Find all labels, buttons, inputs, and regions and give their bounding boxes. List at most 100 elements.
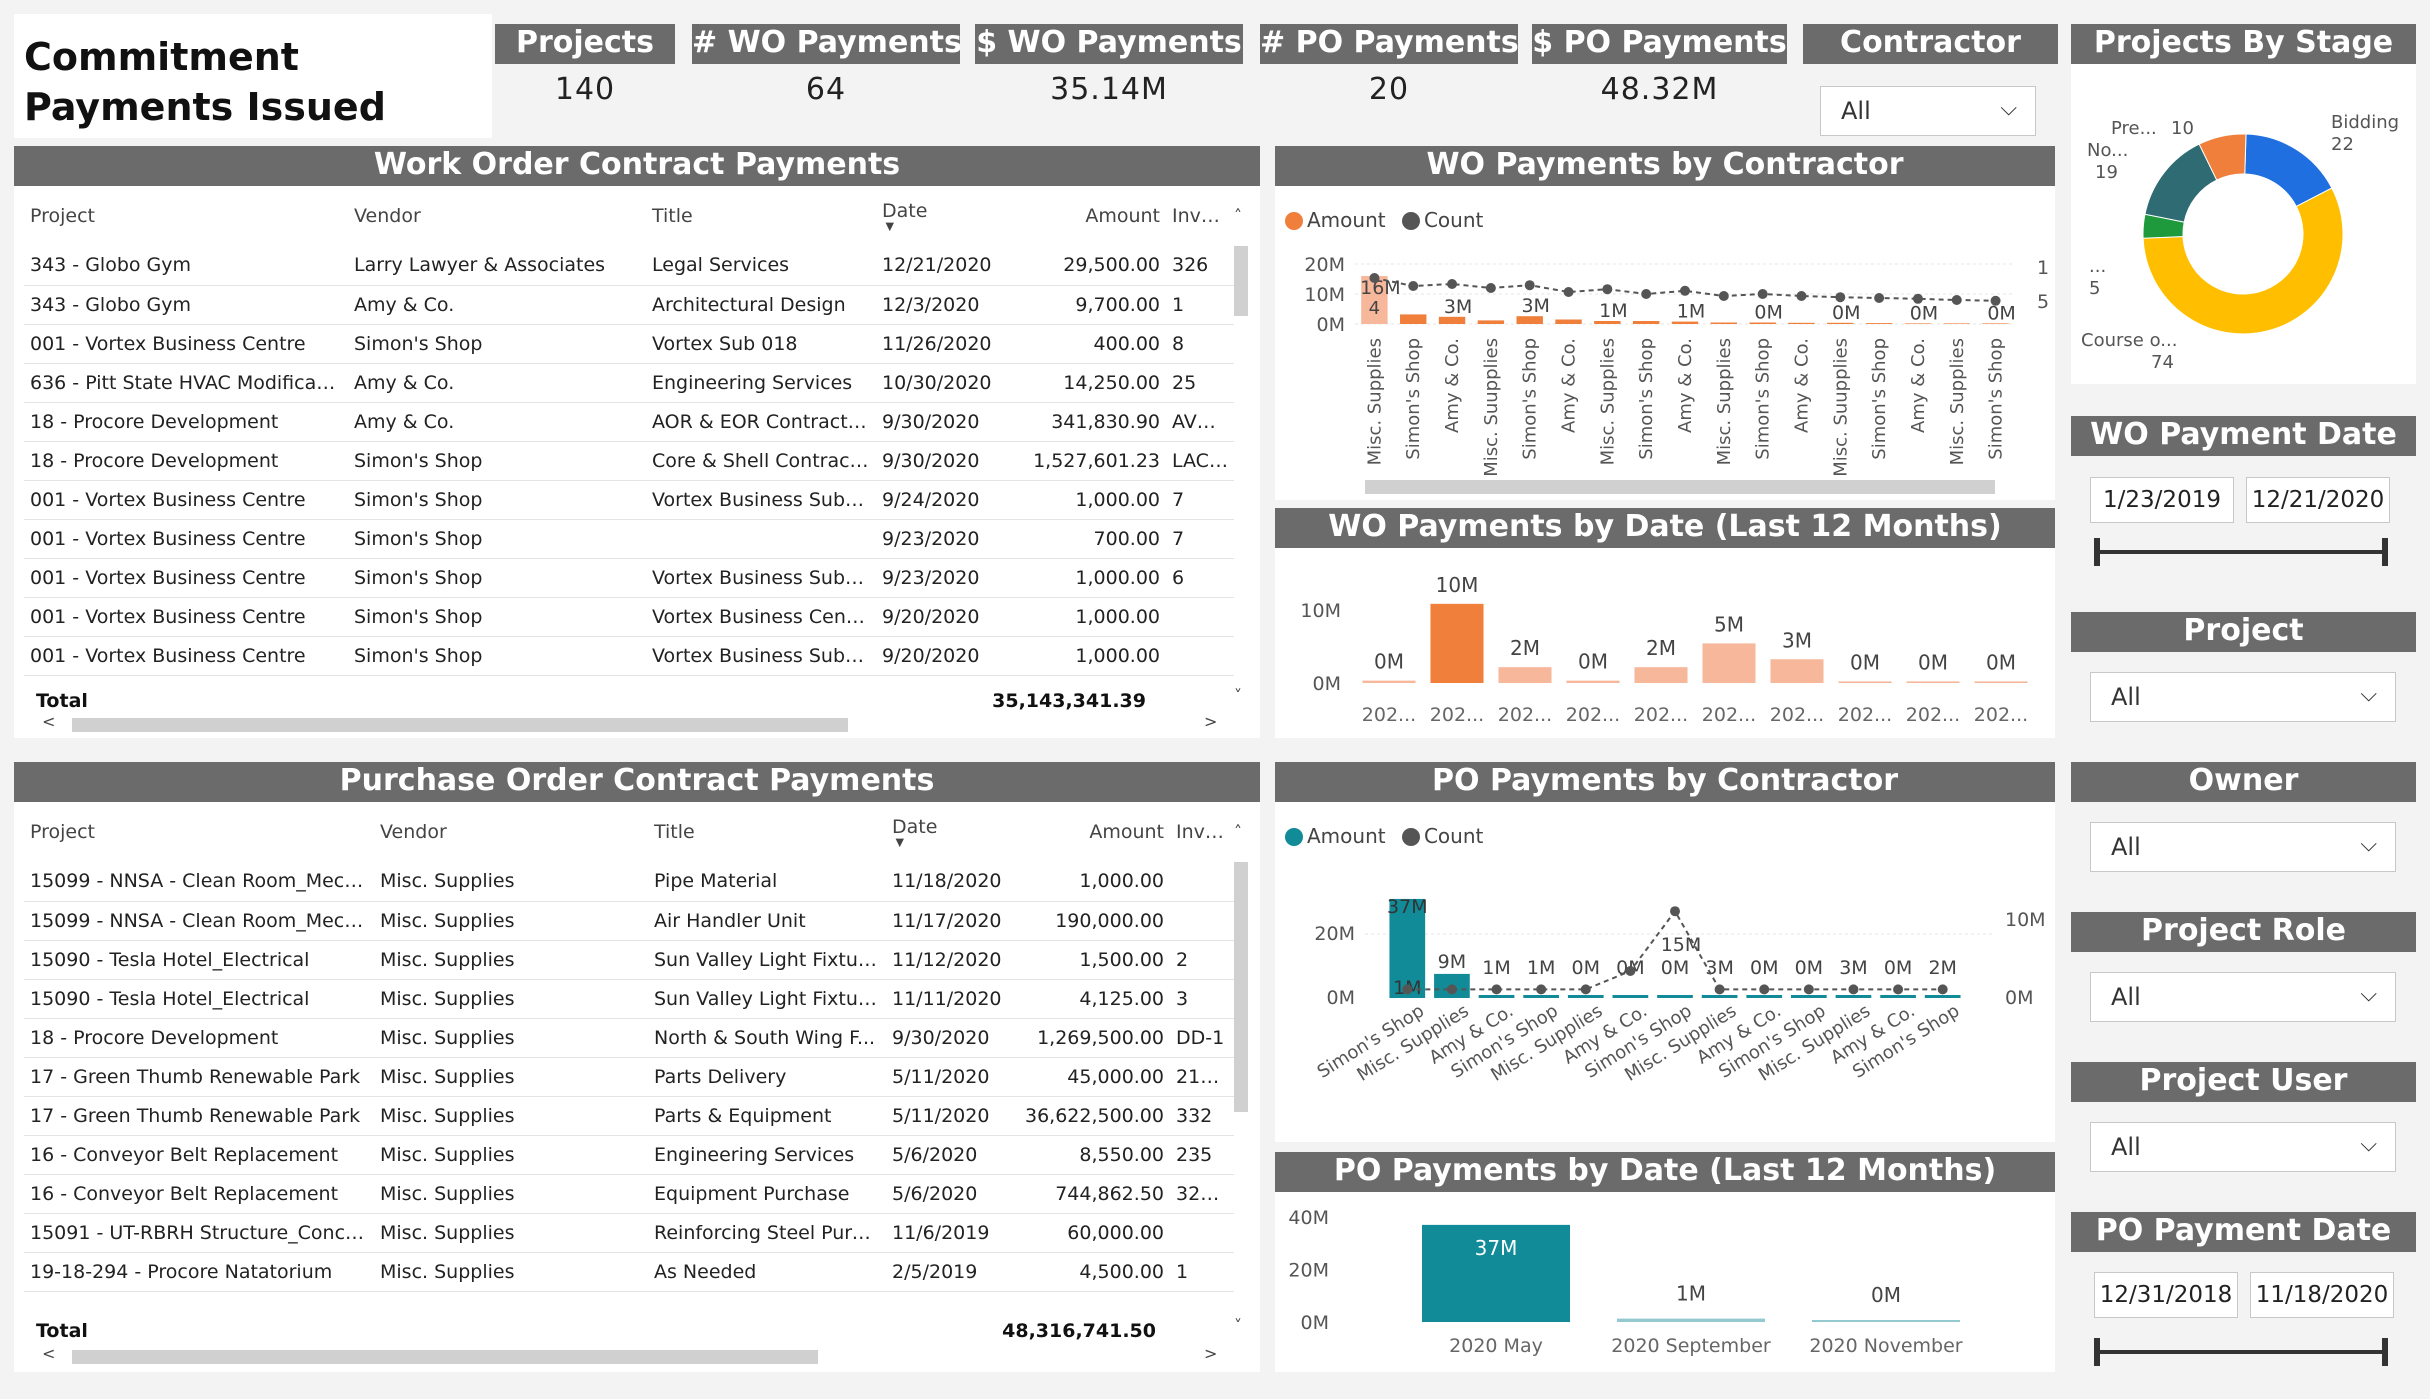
po-table-horizontal-scrollbar[interactable] xyxy=(72,1350,818,1364)
table-row[interactable]: 636 - Pitt State HVAC Modificati... Amy &… xyxy=(24,363,1234,403)
wo-date-slider[interactable] xyxy=(2094,538,2388,566)
table-row[interactable]: 15099 - NNSA - Clean Room_Mech... Misc. S… xyxy=(24,901,1234,941)
horizontal-scrollbar xyxy=(1365,480,1995,494)
wo-table-horizontal-scrollbar[interactable] xyxy=(72,718,848,732)
slice-value: 74 xyxy=(2151,352,2174,373)
date-bar xyxy=(1566,680,1620,683)
column-header-vendor[interactable]: Vendor xyxy=(348,186,646,246)
column-header-label: Date xyxy=(882,200,928,222)
x-tick-label: 202... xyxy=(1362,704,1416,726)
table-cell-project: 343 - Globo Gym xyxy=(24,285,348,325)
po-date-slider[interactable] xyxy=(2094,1338,2388,1366)
table-cell-date: 9/30/2020 xyxy=(876,441,1000,481)
x-tick-label: Simon's Shop xyxy=(1753,338,1774,460)
x-tick-label: Amy & Co. xyxy=(1442,338,1463,433)
bar-data-label: 5M xyxy=(1714,612,1744,636)
table-row[interactable]: 001 - Vortex Business Centre Simon's Shop… xyxy=(24,519,1234,559)
table-row[interactable]: 001 - Vortex Business Centre Simon's Shop… xyxy=(24,324,1234,364)
scroll-down-arrow-icon[interactable]: ˅ xyxy=(1234,686,1242,705)
table-cell-invoice: 7 xyxy=(1166,519,1234,559)
project-dropdown[interactable]: All ⌵ xyxy=(2090,672,2396,722)
po-table-vertical-scrollbar[interactable] xyxy=(1234,862,1248,1112)
table-row[interactable]: 18 - Procore Development Amy & Co. AOR & E… xyxy=(24,402,1234,442)
table-cell-date: 9/30/2020 xyxy=(886,1018,1010,1058)
table-row[interactable]: 343 - Globo Gym Amy & Co. Architectural De… xyxy=(24,285,1234,325)
table-cell-invoice: 326 xyxy=(1166,246,1234,286)
table-row[interactable]: 001 - Vortex Business Centre Simon's Shop… xyxy=(24,480,1234,520)
scroll-right-arrow-icon[interactable]: > xyxy=(1204,1344,1218,1363)
table-row[interactable]: 15090 - Tesla Hotel_Electrical Misc. Supp… xyxy=(24,940,1234,980)
column-header-amount[interactable]: Amount xyxy=(1010,802,1170,862)
table-cell-invoice: 6 xyxy=(1166,558,1234,598)
scroll-up-arrow-icon[interactable]: ˄ xyxy=(1234,822,1242,841)
table-row[interactable]: 16 - Conveyor Belt Replacement Misc. Supp… xyxy=(24,1135,1234,1175)
table-cell-title: Vortex Business Cente... xyxy=(646,597,876,637)
date-bar xyxy=(1362,680,1416,683)
column-header-date[interactable]: Date ▲ xyxy=(886,802,1010,862)
scroll-down-arrow-icon[interactable]: ˅ xyxy=(1234,1316,1242,1335)
contractor-dropdown-value: All xyxy=(1841,97,1871,125)
table-row[interactable]: 18 - Procore Development Misc. Supplies No… xyxy=(24,1018,1234,1058)
column-header-date[interactable]: Date ▲ xyxy=(876,186,1000,246)
project-user-filter-label: Project User xyxy=(2071,1062,2416,1102)
table-row[interactable]: 001 - Vortex Business Centre Simon's Shop… xyxy=(24,558,1234,598)
column-header-title[interactable]: Title xyxy=(646,186,876,246)
bar-data-label: 2M xyxy=(1646,636,1676,660)
date-bar xyxy=(1906,681,1960,683)
table-cell-project: 001 - Vortex Business Centre xyxy=(24,519,348,559)
project-role-dropdown[interactable]: All ⌵ xyxy=(2090,972,2396,1022)
column-header-amount[interactable]: Amount xyxy=(1000,186,1166,246)
amount-bar xyxy=(1389,898,1426,998)
bar-data-label: 0M xyxy=(1374,650,1404,674)
table-row[interactable]: 17 - Green Thumb Renewable Park Misc. Sup… xyxy=(24,1057,1234,1097)
chevron-down-icon: ⌵ xyxy=(2000,96,2017,121)
table-row[interactable]: 15090 - Tesla Hotel_Electrical Misc. Supp… xyxy=(24,979,1234,1019)
owner-dropdown[interactable]: All ⌵ xyxy=(2090,822,2396,872)
wo-date-slider-end-handle[interactable] xyxy=(2382,538,2388,566)
po-date-slider-end-handle[interactable] xyxy=(2382,1338,2388,1366)
date-bar xyxy=(1702,643,1756,683)
column-header-title[interactable]: Title xyxy=(648,802,886,862)
wo-date-to-input[interactable]: 12/21/2020 xyxy=(2246,477,2390,523)
table-row[interactable]: 18 - Procore Development Simon's Shop Core… xyxy=(24,441,1234,481)
po-date-slider-start-handle[interactable] xyxy=(2094,1338,2100,1366)
po-by-date-chart: 40M 20M 0M 37M 2020 May 1M 2020 September 0M 202… xyxy=(1288,1207,1962,1357)
wo-date-slider-start-handle[interactable] xyxy=(2094,538,2100,566)
scroll-up-arrow-icon[interactable]: ˄ xyxy=(1234,206,1242,225)
scroll-left-arrow-icon[interactable]: < xyxy=(42,712,56,731)
po-date-to-input[interactable]: 11/18/2020 xyxy=(2250,1272,2394,1318)
project-user-dropdown-value: All xyxy=(2111,1133,2141,1161)
count-point xyxy=(1912,293,1923,304)
table-row[interactable]: 001 - Vortex Business Centre Simon's Shop… xyxy=(24,597,1234,637)
y-tick-label: 20M xyxy=(1288,1260,1329,1282)
column-header-label: Vendor xyxy=(380,821,447,843)
table-row[interactable]: 343 - Globo Gym Larry Lawyer & Associates… xyxy=(24,246,1234,286)
contractor-dropdown[interactable]: All ⌵ xyxy=(1820,86,2036,136)
po-payment-date-label: PO Payment Date xyxy=(2071,1212,2416,1252)
table-row[interactable]: 16 - Conveyor Belt Replacement Misc. Supp… xyxy=(24,1174,1234,1214)
table-cell-date: 9/23/2020 xyxy=(876,519,1000,559)
column-header-invoice[interactable]: Invoice xyxy=(1170,802,1234,862)
po-date-from-input[interactable]: 12/31/2018 xyxy=(2094,1272,2238,1318)
po-table: Project Vendor Title Date▲ Amount Invoice 150… xyxy=(24,802,1234,1292)
amount-bar xyxy=(1361,276,1388,324)
table-row[interactable]: 001 - Vortex Business Centre Simon's Shop… xyxy=(24,636,1234,676)
slice-value: 22 xyxy=(2331,134,2354,155)
table-cell-amount: 14,250.00 xyxy=(1000,363,1166,403)
table-row[interactable]: 15099 - NNSA - Clean Room_Mech... Misc. S… xyxy=(24,862,1234,902)
project-user-dropdown[interactable]: All ⌵ xyxy=(2090,1122,2396,1172)
wo-table-vertical-scrollbar[interactable] xyxy=(1234,246,1248,316)
bar-data-label: 1M xyxy=(1676,1282,1706,1306)
wo-date-from-input[interactable]: 1/23/2019 xyxy=(2090,477,2234,523)
column-header-invoice[interactable]: Invoice xyxy=(1166,186,1234,246)
scroll-right-arrow-icon[interactable]: > xyxy=(1204,712,1218,731)
count-legend-label: Count xyxy=(1423,208,1484,232)
column-header-vendor[interactable]: Vendor xyxy=(374,802,648,862)
table-row[interactable]: 15091 - UT-RBRH Structure_Concrete Misc. … xyxy=(24,1213,1234,1253)
table-row[interactable]: 19-18-294 - Procore Natatorium Misc. Supp… xyxy=(24,1252,1234,1292)
scroll-left-arrow-icon[interactable]: < xyxy=(42,1344,56,1363)
column-header-project[interactable]: Project xyxy=(24,802,374,862)
table-row[interactable]: 17 - Green Thumb Renewable Park Misc. Sup… xyxy=(24,1096,1234,1136)
column-header-label: Title xyxy=(654,821,695,843)
column-header-project[interactable]: Project xyxy=(24,186,348,246)
